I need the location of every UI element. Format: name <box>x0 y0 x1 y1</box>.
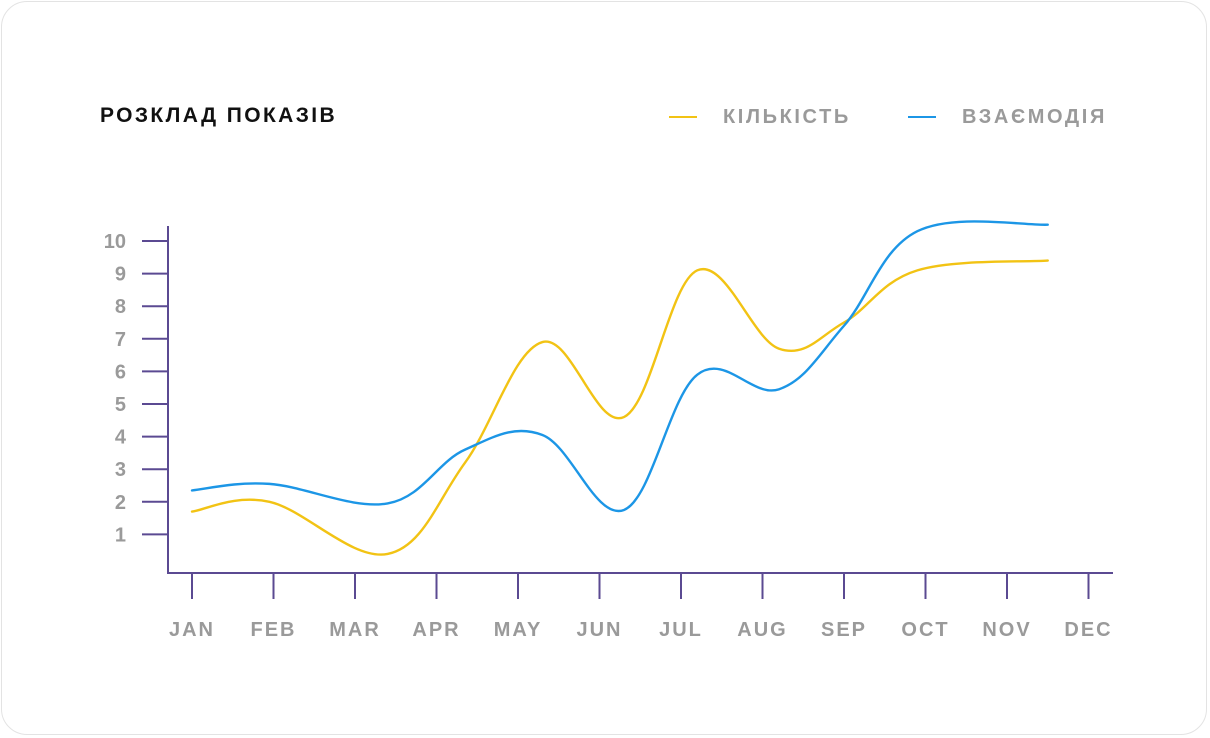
legend-swatch-count <box>669 116 697 118</box>
y-tick-label: 3 <box>115 459 126 481</box>
legend-label-interaction: ВЗАЄМОДІЯ <box>962 105 1107 128</box>
x-tick-label: SEP <box>821 619 867 641</box>
y-tick-label: 4 <box>115 427 127 449</box>
y-tick-label: 1 <box>115 524 126 546</box>
x-tick-label: JUN <box>576 619 622 641</box>
x-tick-label: JUL <box>659 619 703 641</box>
legend-label-count: КІЛЬКІСТЬ <box>723 105 851 128</box>
y-tick-label: 10 <box>104 231 126 253</box>
y-tick-label: 2 <box>115 492 126 514</box>
x-tick-label: JAN <box>169 619 215 641</box>
x-tick-label: MAY <box>494 619 543 641</box>
chart-title: РОЗКЛАД ПОКАЗІВ <box>100 104 338 127</box>
x-tick-label: APR <box>412 619 460 641</box>
y-tick-label: 6 <box>115 361 126 383</box>
series-line-count <box>190 259 1049 556</box>
legend-swatch-interaction <box>908 116 936 118</box>
x-tick-label: DEC <box>1064 619 1112 641</box>
y-tick-label: 7 <box>115 329 126 351</box>
y-tick-label: 5 <box>115 394 126 416</box>
x-tick-label: NOV <box>982 619 1031 641</box>
y-tick-label: 9 <box>115 264 126 286</box>
legend-item-interaction[interactable]: ВЗАЄМОДІЯ <box>908 105 1107 129</box>
y-tick-label: 8 <box>115 296 126 318</box>
legend-item-count[interactable]: КІЛЬКІСТЬ <box>669 105 851 129</box>
x-tick-label: AUG <box>737 619 787 641</box>
series-line-interaction <box>190 220 1049 513</box>
x-tick-label: MAR <box>329 619 381 641</box>
x-tick-label: FEB <box>251 619 297 641</box>
x-tick-label: OCT <box>901 619 949 641</box>
